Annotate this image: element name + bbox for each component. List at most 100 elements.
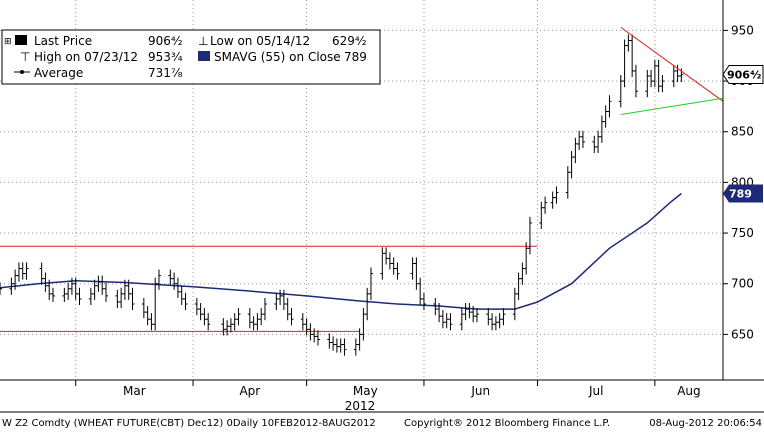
price-bar bbox=[497, 313, 502, 329]
price-bar bbox=[649, 69, 654, 88]
price-bar bbox=[96, 275, 101, 292]
footer-security-description: W Z2 Comdty (WHEAT FUTURE(CBT) Dec12) 0D… bbox=[2, 418, 376, 429]
price-bar bbox=[493, 316, 498, 331]
sma-layer bbox=[0, 192, 682, 310]
price-bar bbox=[221, 318, 226, 336]
legend-low-label: Low on 05/14/12 bbox=[210, 34, 310, 48]
price-bar bbox=[368, 267, 373, 300]
price-bar bbox=[13, 269, 18, 290]
price-bar bbox=[365, 287, 370, 321]
price-bar bbox=[0, 282, 2, 295]
price-bar bbox=[671, 64, 676, 88]
price-bar bbox=[599, 115, 604, 143]
price-bar bbox=[338, 338, 343, 353]
price-bar bbox=[312, 328, 317, 343]
price-bar bbox=[516, 272, 521, 300]
price-bar bbox=[255, 313, 260, 331]
legend-low-value: 629⁴⁄₂ bbox=[332, 34, 367, 48]
price-bar bbox=[198, 302, 203, 321]
price-bar bbox=[463, 302, 468, 321]
price-bar bbox=[20, 262, 25, 280]
y-tick-label: 650 bbox=[731, 327, 754, 341]
sma-swatch bbox=[198, 51, 210, 61]
price-bars-layer bbox=[0, 34, 684, 356]
price-bar bbox=[448, 313, 453, 331]
price-bar bbox=[580, 130, 585, 148]
price-bar bbox=[414, 257, 419, 290]
footer-copyright: Copyright® 2012 Bloomberg Finance L.P. bbox=[404, 418, 610, 429]
price-bar bbox=[88, 287, 93, 306]
reference-lines-layer bbox=[0, 245, 538, 332]
price-bar bbox=[66, 282, 71, 300]
price-bar bbox=[331, 336, 336, 351]
price-bar bbox=[410, 257, 415, 280]
price-bar bbox=[387, 252, 392, 270]
price-bar bbox=[444, 313, 449, 329]
price-bar bbox=[656, 59, 661, 93]
price-bar bbox=[660, 74, 665, 93]
price-bar bbox=[103, 282, 108, 302]
legend-average-value: 731⁷⁄₈ bbox=[148, 66, 183, 80]
legend: Last Price 906⁴⁄₂ ⊥ Low on 05/14/12 629⁴… bbox=[1, 29, 381, 85]
price-bar bbox=[153, 277, 158, 331]
price-bar bbox=[126, 279, 131, 300]
price-bar bbox=[645, 69, 650, 98]
price-bar bbox=[633, 64, 638, 98]
price-bar bbox=[391, 257, 396, 275]
price-bar bbox=[304, 318, 309, 336]
price-bar bbox=[512, 287, 517, 321]
price-bar bbox=[603, 105, 608, 128]
price-bar bbox=[327, 333, 332, 349]
price-bar bbox=[440, 310, 445, 329]
price-bar bbox=[100, 275, 105, 295]
price-bar bbox=[24, 262, 29, 280]
price-bar bbox=[384, 247, 389, 265]
price-bar bbox=[285, 297, 290, 321]
price-bar bbox=[652, 59, 657, 88]
price-bar bbox=[543, 196, 548, 214]
price-bar bbox=[596, 130, 601, 154]
price-bar bbox=[62, 287, 67, 302]
price-bar bbox=[418, 277, 423, 306]
legend-expand-icon[interactable]: ⊞ bbox=[4, 37, 12, 47]
resistance-trendline bbox=[620, 26, 724, 102]
price-bar bbox=[300, 313, 305, 331]
price-bar bbox=[122, 279, 127, 300]
price-bar bbox=[622, 39, 627, 88]
price-bar bbox=[259, 308, 264, 326]
price-bar bbox=[569, 150, 574, 179]
price-bar bbox=[471, 306, 476, 323]
price-bar bbox=[490, 313, 495, 331]
price-bar bbox=[194, 297, 199, 316]
price-bar bbox=[353, 338, 358, 356]
sma-tag: 789 bbox=[723, 184, 763, 203]
legend-high-label: High on 07/23/12 bbox=[34, 50, 138, 64]
price-bar bbox=[289, 308, 294, 326]
price-bar bbox=[145, 306, 150, 326]
price-bar bbox=[172, 272, 177, 290]
price-bar bbox=[486, 308, 491, 326]
price-bar bbox=[308, 323, 313, 341]
price-bar bbox=[141, 297, 146, 319]
legend-last-price-label: Last Price bbox=[34, 34, 92, 48]
price-bar bbox=[527, 216, 532, 255]
price-bar bbox=[247, 308, 252, 329]
price-bar bbox=[630, 34, 635, 78]
price-bar bbox=[175, 277, 180, 298]
price-bar bbox=[92, 279, 97, 300]
price-bar bbox=[618, 74, 623, 108]
price-bar bbox=[77, 287, 82, 306]
sma-tag-shape bbox=[723, 184, 763, 203]
average-dot-icon bbox=[20, 70, 24, 74]
price-bar bbox=[183, 292, 188, 311]
last-price-tag-text: 906⁴⁄₂ bbox=[727, 68, 762, 81]
price-bar bbox=[232, 313, 237, 331]
legend-high-marker-icon: ⊤ bbox=[20, 50, 30, 64]
x-tick-label: Mar bbox=[123, 384, 146, 398]
legend-average-label: Average bbox=[34, 66, 83, 80]
price-bar bbox=[437, 302, 442, 323]
price-bar bbox=[225, 320, 230, 336]
price-bar bbox=[539, 201, 544, 230]
